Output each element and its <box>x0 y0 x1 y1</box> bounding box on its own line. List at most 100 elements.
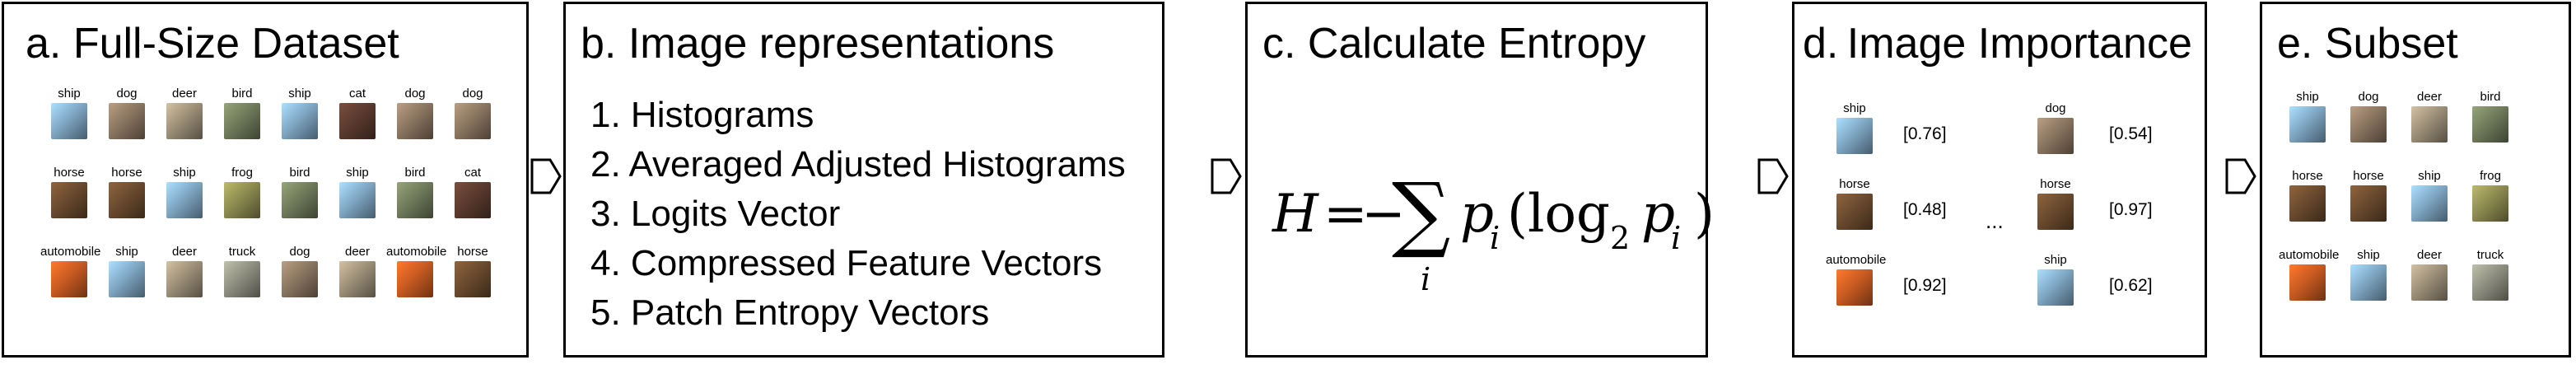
class-label: horse <box>111 166 142 180</box>
image-thumbnail-deer: deer <box>329 245 386 297</box>
thumbnail-image <box>2289 264 2326 301</box>
image-thumbnail-horse: horse <box>1826 177 1883 230</box>
thumbnail-image <box>224 182 260 218</box>
class-label: dog <box>404 86 426 101</box>
image-thumbnail-automobile: automobile <box>386 245 446 297</box>
class-label: ship <box>2044 253 2067 267</box>
arrow-icon <box>530 158 562 194</box>
image-thumbnail-automobile: automobile <box>1826 253 1887 306</box>
image-thumbnail-bird: bird <box>2462 90 2519 143</box>
importance-score: [0.97] <box>2109 200 2153 219</box>
image-thumbnail-dog: dog <box>444 86 502 139</box>
thumbnail-image <box>2350 264 2387 301</box>
image-thumbnail-dog: dog <box>271 245 329 297</box>
class-label: frog <box>231 166 253 180</box>
image-thumbnail-truck: truck <box>213 245 271 297</box>
importance-score: [0.54] <box>2109 124 2153 143</box>
class-label: dog <box>462 86 483 101</box>
formula-minus: − <box>1361 184 1406 245</box>
formula-p: p <box>1460 184 1494 245</box>
thumbnail-image <box>2472 185 2508 222</box>
class-label: ship <box>346 166 369 180</box>
image-thumbnail-frog: frog <box>213 166 271 218</box>
thumbnail-image <box>166 103 203 139</box>
class-label: bird <box>404 166 426 180</box>
thumbnail-image <box>282 261 318 297</box>
image-thumbnail-frog: frog <box>2462 169 2519 222</box>
thumbnail-image <box>2472 264 2508 301</box>
thumbnail-image <box>2037 118 2074 154</box>
formula-sum: ∑ <box>1392 165 1451 261</box>
panel-image-importance: d. Image Importance ship [0.76] horse [0.48… <box>1792 2 2207 358</box>
class-label: dog <box>116 86 138 101</box>
thumbnail-image <box>339 261 376 297</box>
panel-full-size-dataset: a. Full-Size Dataset ship dog deer bird ship… <box>2 2 529 358</box>
thumbnail-image <box>282 182 318 218</box>
class-label: truck <box>228 245 256 259</box>
panel-title: e. Subset <box>2277 20 2458 68</box>
image-thumbnail-cat: cat <box>444 166 502 218</box>
thumbnail-image <box>109 103 145 139</box>
ellipsis: ... <box>1986 208 2004 233</box>
class-label: automobile <box>2279 248 2340 262</box>
image-thumbnail-horse: horse <box>2340 169 2397 222</box>
image-thumbnail-ship: ship <box>329 166 386 218</box>
class-label: cat <box>464 166 481 180</box>
image-thumbnail-ship: ship <box>156 166 213 218</box>
thumbnail-image <box>166 182 203 218</box>
class-label: dog <box>289 245 310 259</box>
thumbnail-image <box>51 261 87 297</box>
image-thumbnail-truck: truck <box>2462 248 2519 301</box>
importance-score: [0.76] <box>1903 124 1947 143</box>
class-label: dog <box>2358 90 2379 104</box>
thumbnail-image <box>339 103 376 139</box>
class-label: ship <box>2296 90 2319 104</box>
thumbnail-image <box>397 182 433 218</box>
thumbnail-image <box>397 103 433 139</box>
panel-title: b. Image representations <box>581 20 1055 68</box>
list-item: 3. Logits Vector <box>590 194 841 234</box>
list-item: 4. Compressed Feature Vectors <box>590 243 1103 283</box>
image-thumbnail-dog: dog <box>98 86 156 139</box>
class-label: horse <box>2040 177 2071 191</box>
thumbnail-image <box>1836 118 1873 154</box>
formula-p2: p <box>1641 184 1675 245</box>
class-label: automobile <box>1826 253 1887 267</box>
arrow-icon <box>1211 158 1242 194</box>
formula-sub-i: i <box>1421 261 1431 297</box>
image-thumbnail-dog: dog <box>386 86 444 139</box>
image-thumbnail-horse: horse <box>444 245 502 297</box>
formula-p-sub-i: i <box>1490 220 1500 256</box>
class-label: ship <box>58 86 81 101</box>
class-label: ship <box>288 86 311 101</box>
image-thumbnail-ship: ship <box>98 245 156 297</box>
thumbnail-image <box>2411 185 2448 222</box>
panel-image-representations: b. Image representations 1. Histograms 2… <box>563 2 1164 358</box>
class-label: frog <box>2480 169 2501 183</box>
class-label: ship <box>1843 101 1866 115</box>
class-label: bird <box>231 86 253 101</box>
image-thumbnail-ship: ship <box>2027 253 2084 306</box>
thumbnail-image <box>224 103 260 139</box>
image-thumbnail-ship: ship <box>2340 248 2397 301</box>
importance-score: [0.92] <box>1903 276 1947 295</box>
list-item: 1. Histograms <box>590 95 814 135</box>
image-thumbnail-horse: horse <box>2279 169 2336 222</box>
thumbnail-image <box>2472 106 2508 143</box>
panel-title: c. Calculate Entropy <box>1262 20 1646 68</box>
thumbnail-image <box>455 182 491 218</box>
class-label: horse <box>1839 177 1870 191</box>
thumbnail-image <box>2289 185 2326 222</box>
image-thumbnail-bird: bird <box>386 166 444 218</box>
class-label: horse <box>54 166 85 180</box>
image-thumbnail-dog: dog <box>2340 90 2397 143</box>
thumbnail-image <box>1836 194 1873 230</box>
thumbnail-image <box>2350 185 2387 222</box>
image-thumbnail-horse: horse <box>2027 177 2084 230</box>
image-thumbnail-ship: ship <box>2401 169 2458 222</box>
image-thumbnail-automobile: automobile <box>40 245 100 297</box>
thumbnail-image <box>109 261 145 297</box>
class-label: deer <box>2416 90 2443 104</box>
thumbnail-image <box>455 261 491 297</box>
thumbnail-image <box>282 103 318 139</box>
